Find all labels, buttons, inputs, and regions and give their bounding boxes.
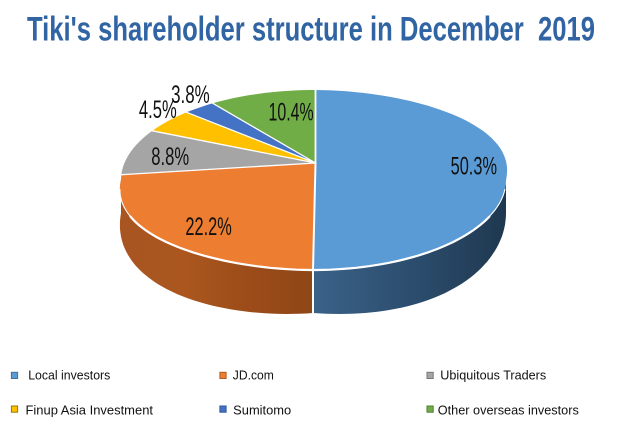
svg-text:Other overseas investors: Other overseas investors (438, 404, 579, 418)
svg-text:Local investors: Local investors (28, 369, 110, 383)
svg-text:22.2%: 22.2% (185, 213, 231, 241)
svg-text:Ubiquitous Traders: Ubiquitous Traders (440, 369, 546, 383)
svg-text:3.8%: 3.8% (171, 81, 210, 109)
svg-text:8.8%: 8.8% (151, 143, 189, 171)
svg-text:Sumitomo: Sumitomo (233, 404, 291, 418)
svg-text:JD.com: JD.com (233, 369, 274, 383)
svg-text:Finup Asia Investment: Finup Asia Investment (26, 404, 154, 418)
svg-text:Tiki's shareholder structure i: Tiki's shareholder structure in December… (27, 11, 595, 49)
svg-text:50.3%: 50.3% (451, 152, 497, 180)
svg-text:4.5%: 4.5% (139, 96, 177, 124)
svg-text:10.4%: 10.4% (269, 99, 314, 127)
